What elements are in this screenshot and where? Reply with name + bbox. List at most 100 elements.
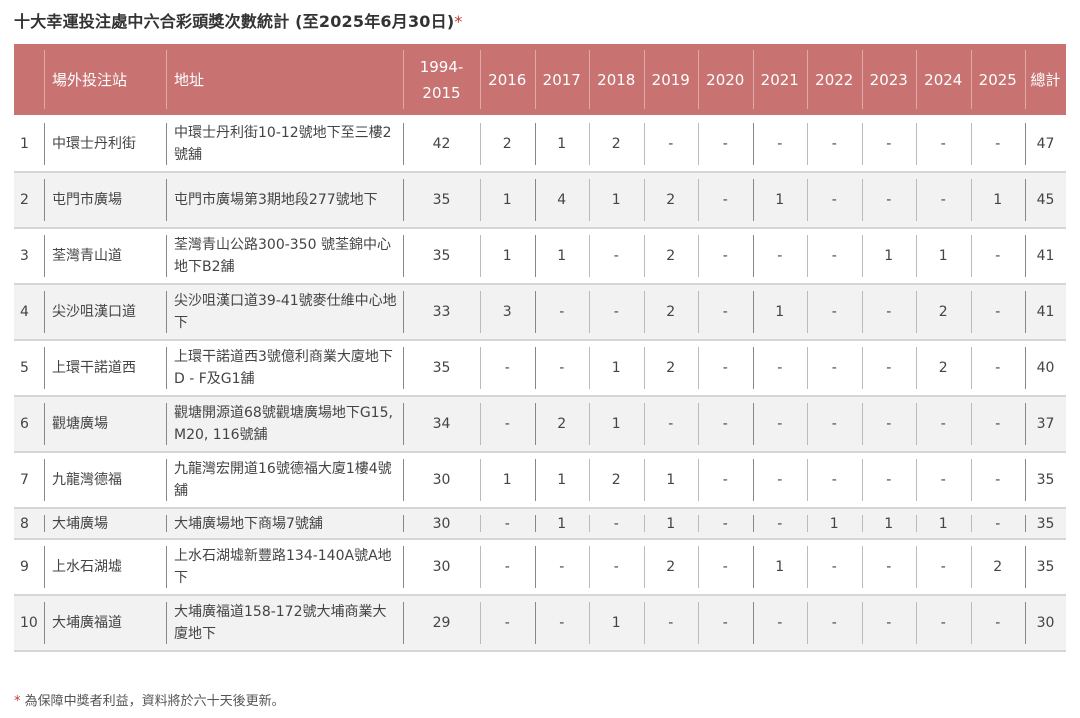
outlet-cell: 荃灣青山道 <box>44 228 166 284</box>
count-cell: - <box>970 116 1026 172</box>
column-header-2017: 2017 <box>534 44 589 116</box>
table-row: 3 荃灣青山道 荃灣青山公路300-350 號荃錦中心地下B2舖 35 1 1-2- - -1… <box>14 228 1066 284</box>
count-cell: - <box>970 396 1026 452</box>
count-cell: - <box>589 508 644 539</box>
count-cell: - <box>752 452 808 508</box>
count-cell: - <box>861 539 917 595</box>
column-header-rank <box>14 44 44 116</box>
count-cell: 1 <box>589 340 644 396</box>
table-row: 9 上水石湖墟 上水石湖墟新豐路134-140A號A地下 30- - -2-1- - -2 35 <box>14 539 1066 595</box>
count-cell: - <box>807 396 862 452</box>
count-cell: - <box>589 284 644 340</box>
count-cell: - <box>916 595 971 651</box>
count-cell: - <box>698 595 753 651</box>
outlet-cell: 觀塘廣場 <box>44 396 166 452</box>
rank-cell: 5 <box>20 360 29 376</box>
count-cell: - <box>916 172 971 228</box>
footnote: * 為保障中獎者利益，資料將於六十天後更新。 <box>14 690 285 709</box>
count-cell: 35 <box>403 228 480 284</box>
count-cell: 1 <box>643 452 699 508</box>
count-cell: 1 <box>752 539 808 595</box>
count-cell: - <box>807 116 862 172</box>
outlet-cell: 尖沙咀漢口道 <box>44 284 166 340</box>
count-cell: 2 <box>916 340 971 396</box>
count-cell: - <box>698 396 753 452</box>
table-row: 4 尖沙咀漢口道 尖沙咀漢口道39-41號麥仕維中心地下 33 3- -2-1- -2-41 <box>14 284 1066 340</box>
column-header-2021: 2021 <box>752 44 807 116</box>
count-cell: - <box>970 228 1026 284</box>
column-header-2022: 2022 <box>807 44 862 116</box>
count-cell: 4 <box>534 172 590 228</box>
count-cell: 1 <box>589 595 644 651</box>
count-cell: - <box>916 452 971 508</box>
total-cell: 35 <box>1025 508 1066 539</box>
count-cell: 1 <box>752 284 808 340</box>
count-cell: - <box>589 539 644 595</box>
count-cell: - <box>861 452 917 508</box>
count-cell: 35 <box>403 172 480 228</box>
count-cell: - <box>807 284 862 340</box>
rank-cell: 9 <box>20 559 29 575</box>
count-cell: 2 <box>916 284 971 340</box>
footnote-text: 為保障中獎者利益，資料將於六十天後更新。 <box>20 694 285 709</box>
column-header-1994-2015: 1994-2015 <box>403 44 480 116</box>
total-cell: 41 <box>1025 284 1066 340</box>
total-cell: 35 <box>1025 452 1066 508</box>
outlet-cell: 大埔廣福道 <box>44 595 166 651</box>
count-cell: - <box>861 340 917 396</box>
count-cell: 35 <box>403 340 480 396</box>
rank-cell: 7 <box>20 472 29 488</box>
column-header-2023: 2023 <box>861 44 916 116</box>
count-cell: - <box>807 595 862 651</box>
count-cell: - <box>698 452 753 508</box>
count-cell: - <box>698 228 753 284</box>
address-cell: 屯門市廣場第3期地段277號地下 <box>166 172 403 228</box>
address-cell: 中環士丹利街10-12號地下至三樓2號舖 <box>166 116 403 172</box>
count-cell: - <box>861 396 917 452</box>
address-cell: 大埔廣場地下商場7號舖 <box>166 508 403 539</box>
footnote-marker: * <box>14 694 21 709</box>
address-cell: 觀塘開源道68號觀塘廣場地下G15, M20, 116號舖 <box>166 396 403 452</box>
count-cell: 1 <box>589 396 644 452</box>
total-cell: 47 <box>1025 116 1066 172</box>
count-cell: 1 <box>534 116 590 172</box>
count-cell: - <box>807 539 862 595</box>
count-cell: - <box>807 452 862 508</box>
count-cell: - <box>916 396 971 452</box>
outlet-cell: 中環士丹利街 <box>44 116 166 172</box>
count-cell: - <box>698 340 753 396</box>
count-cell: - <box>970 452 1026 508</box>
count-cell: 2 <box>643 539 699 595</box>
count-cell: 1 <box>861 508 917 539</box>
count-cell: 2 <box>643 172 699 228</box>
count-cell: 1 <box>970 172 1026 228</box>
count-cell: 2 <box>589 452 644 508</box>
outlet-cell: 上環干諾道西 <box>44 340 166 396</box>
column-header-2019: 2019 <box>643 44 698 116</box>
lucky-outlets-table: 場外投注站 地址 1994-2015 2016 2017 2018 2019 2020 2021… <box>14 44 1066 652</box>
count-cell: 3 <box>480 284 535 340</box>
column-header-2020: 2020 <box>698 44 753 116</box>
total-cell: 37 <box>1025 396 1066 452</box>
column-header-address: 地址 <box>166 44 403 116</box>
column-header-2025: 2025 <box>970 44 1025 116</box>
count-cell: - <box>698 539 753 595</box>
count-cell: - <box>970 508 1026 539</box>
column-header-2018: 2018 <box>589 44 644 116</box>
rank-cell: 10 <box>20 615 38 631</box>
table-header-row: 場外投注站 地址 1994-2015 2016 2017 2018 2019 2020 2021… <box>14 44 1066 116</box>
count-cell: 2 <box>589 116 644 172</box>
count-cell: - <box>916 539 971 595</box>
count-cell: - <box>480 595 535 651</box>
address-cell: 大埔廣福道158-172號大埔商業大廈地下 <box>166 595 403 651</box>
count-cell: 2 <box>643 340 699 396</box>
count-cell: - <box>698 284 753 340</box>
total-cell: 35 <box>1025 539 1066 595</box>
count-cell: - <box>752 508 808 539</box>
count-cell: - <box>698 116 753 172</box>
count-cell: - <box>752 340 808 396</box>
address-cell: 上水石湖墟新豐路134-140A號A地下 <box>166 539 403 595</box>
count-cell: - <box>807 340 862 396</box>
rank-cell: 8 <box>20 515 29 532</box>
count-cell: 2 <box>643 228 699 284</box>
